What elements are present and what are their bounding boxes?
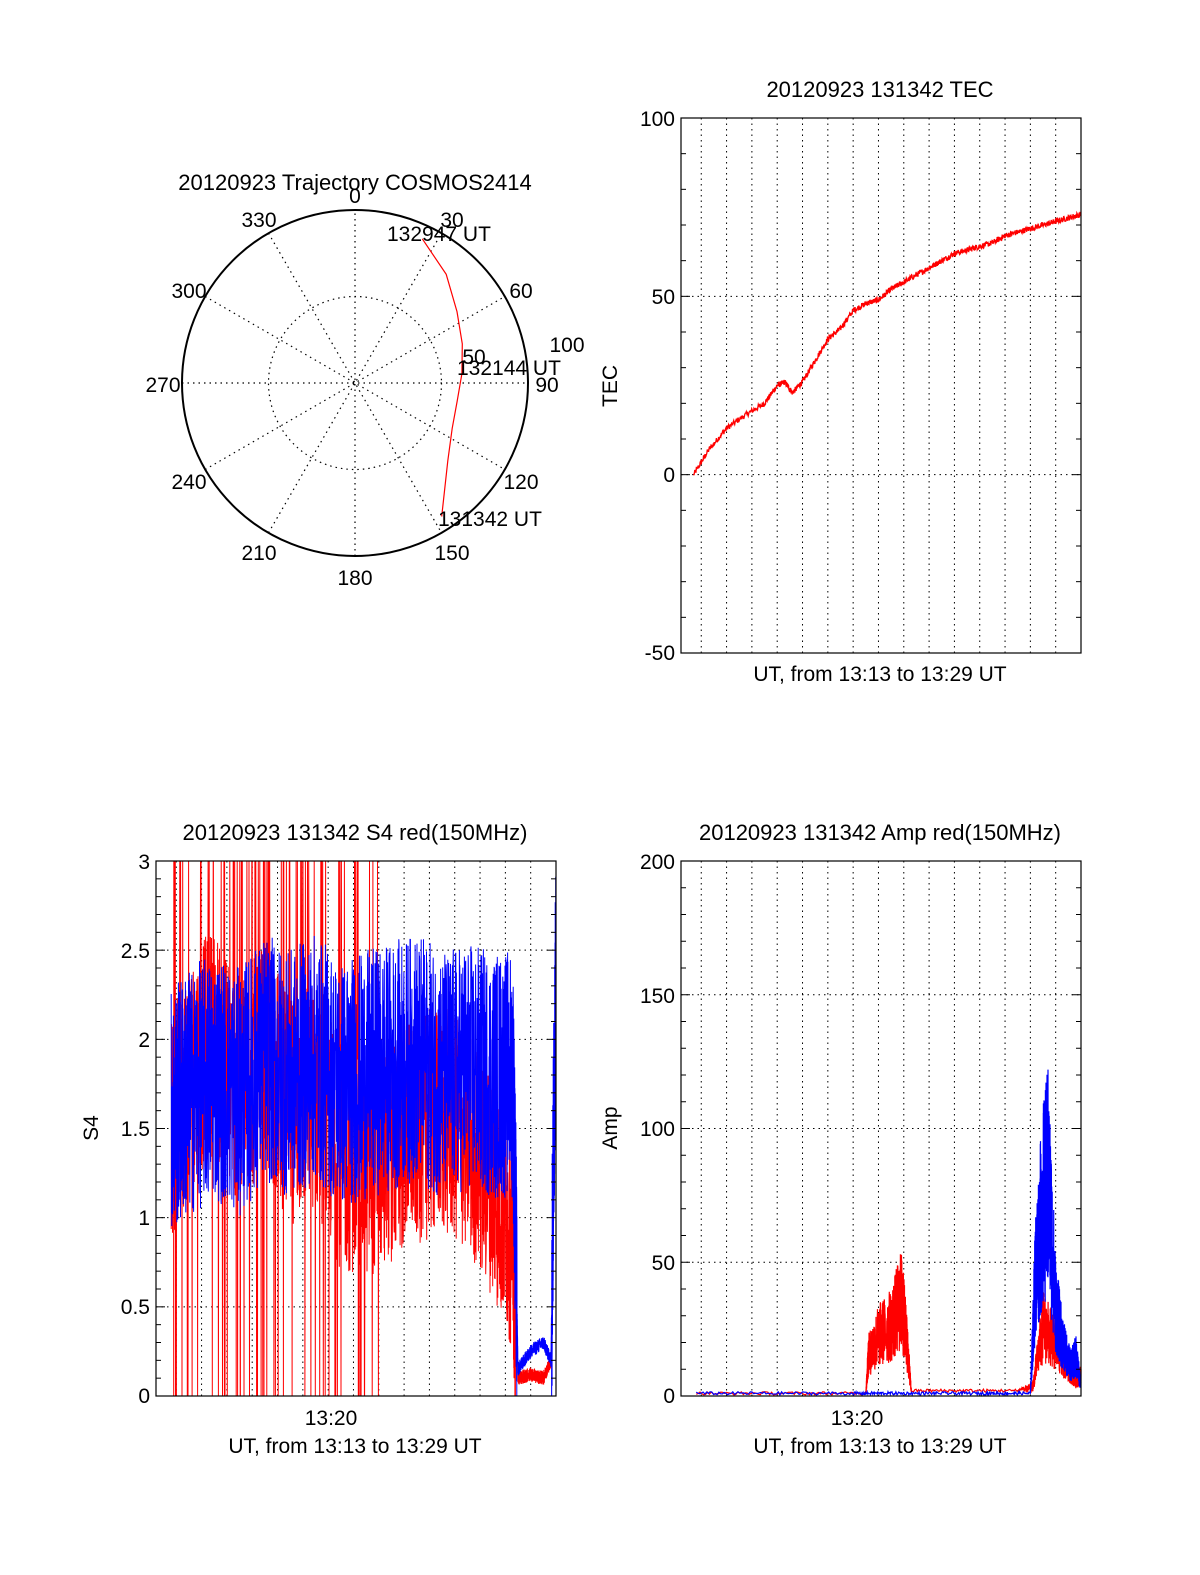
- radial-tick-label: 50: [462, 346, 485, 369]
- trajectory-annotation: 132947 UT: [387, 223, 491, 246]
- amp-title: 20120923 131342 Amp red(150MHz): [699, 820, 1061, 845]
- angle-label: 0: [349, 185, 361, 208]
- tec-plot-frame: [680, 117, 1082, 654]
- amp-ytick-label: 0: [663, 1385, 675, 1408]
- trajectory-annotation: 131342 UT: [438, 508, 542, 531]
- s4-ylabel: S4: [80, 1115, 103, 1141]
- amp-grid: [681, 861, 1081, 1396]
- tec-xlabel: UT, from 13:13 to 13:29 UT: [753, 663, 1006, 686]
- s4-ytick-label: 2: [138, 1029, 150, 1052]
- angle-label: 180: [337, 567, 372, 590]
- tec-grid: [681, 118, 1081, 653]
- amp-series-red: [696, 1254, 1082, 1396]
- tec-series: [693, 210, 1082, 476]
- polar-grid-ring: [267, 295, 443, 471]
- tec-ticks: [681, 117, 1081, 654]
- trajectory-panel: 20120923 Trajectory COSMOS2414 0 30 60 9…: [145, 170, 584, 590]
- s4-ytick-label: 2.5: [121, 940, 150, 963]
- amp-ytick-label: 50: [652, 1252, 675, 1275]
- amp-panel: 20120923 131342 Amp red(150MHz) 0 50 100…: [599, 820, 1082, 1458]
- angle-label: 270: [145, 374, 180, 397]
- amp-ytick-label: 150: [640, 985, 675, 1008]
- s4-ytick-label: 0: [138, 1385, 150, 1408]
- polar-angle-labels: 0 30 60 90 120 150 180 210 240 270 300 3…: [145, 185, 558, 590]
- amp-series: [695, 1069, 1082, 1398]
- angle-label: 300: [171, 280, 206, 303]
- tec-title: 20120923 131342 TEC: [766, 77, 993, 102]
- polar-outer-ring: [181, 209, 529, 557]
- s4-series-blue: [170, 876, 557, 1397]
- angle-label: 30: [440, 209, 463, 232]
- tec-series-red: [693, 210, 1082, 476]
- s4-xtick-label: 13:20: [305, 1407, 358, 1430]
- angle-label: 120: [503, 471, 538, 494]
- amp-series-blue: [695, 1069, 1082, 1398]
- polar-grid: [182, 210, 528, 556]
- s4-ytick-label: 1: [138, 1207, 150, 1230]
- s4-title: 20120923 131342 S4 red(150MHz): [183, 820, 528, 845]
- tec-ytick-label: 100: [640, 108, 675, 131]
- polar-grid-spoke: [267, 232, 443, 534]
- tec-ytick-label: 0: [663, 464, 675, 487]
- s4-ticks: [156, 860, 556, 1397]
- tec-ylabel: TEC: [599, 365, 622, 407]
- angle-label: 240: [171, 471, 206, 494]
- angle-label: 330: [241, 209, 276, 232]
- amp-ticks: [681, 860, 1081, 1397]
- amp-xtick-label: 13:20: [831, 1407, 884, 1430]
- amp-xlabel: UT, from 13:13 to 13:29 UT: [753, 1435, 1006, 1458]
- angle-label: 210: [241, 542, 276, 565]
- s4-series: [170, 860, 557, 1397]
- polar-grid-spoke: [267, 232, 443, 534]
- s4-ytick-label: 3: [138, 851, 150, 874]
- s4-ytick-label: 1.5: [121, 1118, 150, 1141]
- s4-panel: 20120923 131342 S4 red(150MHz) 0 0.5 1 1…: [80, 820, 557, 1458]
- tec-ytick-label: -50: [645, 642, 675, 665]
- trajectory-title: 20120923 Trajectory COSMOS2414: [178, 170, 531, 195]
- amp-ytick-label: 200: [640, 851, 675, 874]
- angle-label: 150: [434, 542, 469, 565]
- amp-ytick-label: 100: [640, 1118, 675, 1141]
- tec-panel: 20120923 131342 TEC -50 0 50 100 TEC UT,…: [599, 77, 1082, 686]
- s4-ytick-label: 0.5: [121, 1296, 150, 1319]
- angle-label: 90: [535, 374, 558, 397]
- amp-ylabel: Amp: [599, 1106, 622, 1149]
- trajectory-annotation: 132144 UT: [457, 357, 561, 380]
- radial-tick-label: 100: [549, 334, 584, 357]
- trajectory-track: [421, 238, 463, 517]
- tec-ytick-label: 50: [652, 286, 675, 309]
- s4-xlabel: UT, from 13:13 to 13:29 UT: [228, 1435, 481, 1458]
- angle-label: 60: [509, 280, 532, 303]
